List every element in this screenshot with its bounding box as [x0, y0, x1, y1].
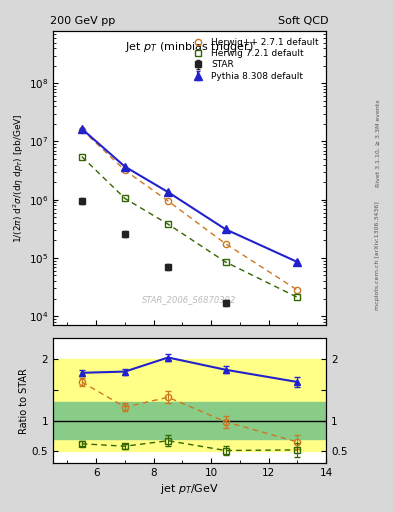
Line: Herwig++ 2.7.1 default: Herwig++ 2.7.1 default — [79, 126, 301, 293]
Herwig 7.2.1 default — [295, 294, 300, 301]
Y-axis label: Ratio to STAR: Ratio to STAR — [19, 368, 29, 434]
Text: STAR_2006_S6870392: STAR_2006_S6870392 — [142, 295, 237, 305]
X-axis label: jet $p_T$/GeV: jet $p_T$/GeV — [160, 482, 219, 497]
Line: Herwig 7.2.1 default: Herwig 7.2.1 default — [79, 154, 301, 301]
Text: Jet $p_T$ (minbias trigger): Jet $p_T$ (minbias trigger) — [125, 39, 254, 54]
Text: mcplots.cern.ch [arXiv:1306.3436]: mcplots.cern.ch [arXiv:1306.3436] — [375, 202, 380, 310]
Text: 200 GeV pp: 200 GeV pp — [50, 16, 116, 26]
Bar — [53, 402, 326, 439]
Herwig 7.2.1 default — [166, 221, 171, 227]
Text: Rivet 3.1.10, ≥ 3.3M events: Rivet 3.1.10, ≥ 3.3M events — [375, 99, 380, 187]
Herwig++ 2.7.1 default — [123, 167, 127, 174]
Herwig++ 2.7.1 default — [79, 126, 84, 133]
Herwig 7.2.1 default — [223, 259, 228, 265]
Bar — [53, 359, 326, 451]
Y-axis label: 1/(2$\pi$) d$^2$$\sigma$/(d$\eta$ d$p_T$) [pb/GeV]: 1/(2$\pi$) d$^2$$\sigma$/(d$\eta$ d$p_T$… — [11, 113, 26, 243]
Text: Soft QCD: Soft QCD — [278, 16, 329, 26]
Herwig 7.2.1 default — [123, 196, 127, 202]
Herwig++ 2.7.1 default — [295, 287, 300, 293]
Herwig++ 2.7.1 default — [166, 198, 171, 204]
Legend: Herwig++ 2.7.1 default, Herwig 7.2.1 default, STAR, Pythia 8.308 default: Herwig++ 2.7.1 default, Herwig 7.2.1 def… — [185, 35, 322, 83]
Herwig 7.2.1 default — [79, 154, 84, 160]
Herwig++ 2.7.1 default — [223, 241, 228, 247]
